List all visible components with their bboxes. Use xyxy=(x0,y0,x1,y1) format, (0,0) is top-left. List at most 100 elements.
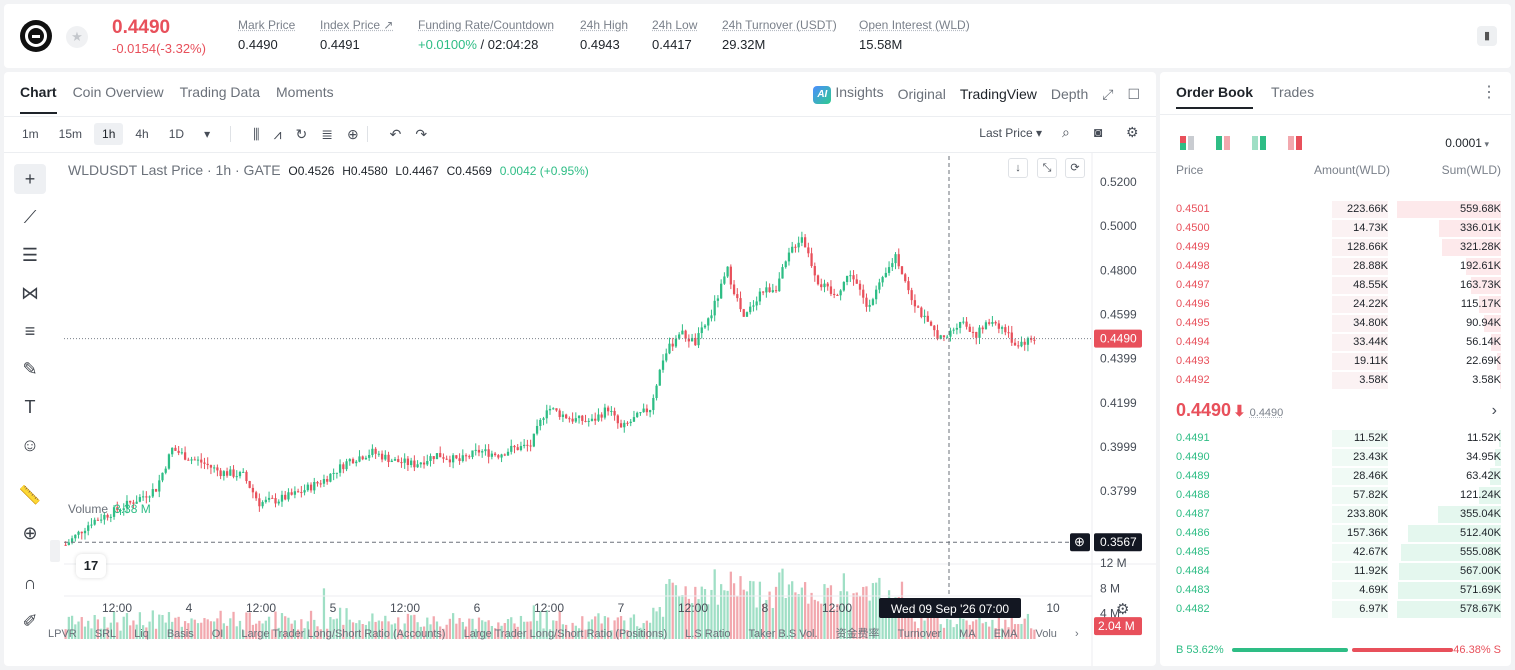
ask-row[interactable]: 0.4495 34.80K 90.94K xyxy=(1176,314,1501,333)
crosshair-tool-icon[interactable]: + xyxy=(14,164,46,194)
emoji-tool-icon[interactable]: ☺ xyxy=(20,435,40,455)
trendline-tool-icon[interactable]: ⟋ xyxy=(23,207,37,227)
refresh-icon[interactable]: ⟳ xyxy=(1065,158,1085,178)
fib-tool-icon[interactable]: ≡ xyxy=(24,321,36,341)
pattern-tool-icon[interactable]: ⋈ xyxy=(21,283,39,303)
zoom-tool-icon[interactable]: ⊕ xyxy=(22,523,38,543)
legend-open: O0.4526 xyxy=(288,164,335,178)
indicator-2[interactable]: Liq xyxy=(134,628,149,640)
bid-row[interactable]: 0.4484 11.92K 567.00K xyxy=(1176,562,1501,581)
text-tool-icon[interactable]: T xyxy=(24,397,36,417)
collapse-toolbar-handle[interactable] xyxy=(50,540,60,562)
indicator-13[interactable]: Volu xyxy=(1035,628,1057,640)
indicator-9[interactable]: 资金费率 xyxy=(835,628,880,640)
ask-row[interactable]: 0.4496 24.22K 115.17K xyxy=(1176,295,1501,314)
indicator-11[interactable]: MA xyxy=(959,628,976,640)
candlestick-chart[interactable]: 0.5200 0.5000 0.4800 0.4599 0.4399 0.4199 0.39… xyxy=(4,72,1156,666)
interval-15m[interactable]: 15m xyxy=(58,127,83,141)
mode-both-icon[interactable] xyxy=(1180,136,1196,150)
ask-row[interactable]: 0.4498 28.88K 192.61K xyxy=(1176,257,1501,276)
bid-row[interactable]: 0.4486 157.36K 512.40K xyxy=(1176,524,1501,543)
book-icon[interactable]: ▮ xyxy=(1477,26,1497,46)
collapse-icon[interactable]: ⤡ xyxy=(1037,158,1057,178)
ruler-tool-icon[interactable]: 📏 xyxy=(18,485,42,505)
undo-icon[interactable]: ↶ xyxy=(389,125,402,142)
lock-draw-tool-icon[interactable]: ✐ xyxy=(22,611,38,631)
scroll-down-icon[interactable]: ↓ xyxy=(1008,158,1028,178)
tab-trades[interactable]: Trades xyxy=(1271,84,1315,100)
indicator-8[interactable]: Taker B.S Vol. xyxy=(748,628,818,640)
bid-row[interactable]: 0.4489 28.46K 63.42K xyxy=(1176,467,1501,486)
ask-row[interactable]: 0.4493 19.11K 22.69K xyxy=(1176,352,1501,371)
horizontal-lines-tool-icon[interactable]: ☰ xyxy=(21,245,39,265)
alert-add-icon[interactable]: ⊕ xyxy=(346,125,359,142)
bid-row[interactable]: 0.4487 233.80K 355.04K xyxy=(1176,505,1501,524)
redo-icon[interactable]: ↷ xyxy=(415,125,428,142)
mode-asks-icon[interactable] xyxy=(1288,136,1304,150)
tab-moments[interactable]: Moments xyxy=(276,84,334,100)
price-type-select[interactable]: Last Price ▾ xyxy=(979,126,1042,140)
bid-row[interactable]: 0.4491 11.52K 11.52K xyxy=(1176,429,1501,448)
expand-icon[interactable]: ⤢ xyxy=(1102,85,1114,102)
candle-type-icon[interactable]: ⫼ xyxy=(253,125,260,142)
insights-button[interactable]: AI Insights xyxy=(813,84,884,104)
indicator-10[interactable]: Turnover xyxy=(897,628,942,640)
axis-settings-icon[interactable]: ⚙ xyxy=(1116,601,1130,618)
bid-row[interactable]: 0.4482 6.97K 578.67K xyxy=(1176,600,1501,619)
candle-body xyxy=(904,274,907,282)
interval-1D[interactable]: 1D xyxy=(168,127,185,141)
settings-gear-icon[interactable]: ⚙ xyxy=(1126,124,1139,140)
ask-row[interactable]: 0.4492 3.58K 3.58K xyxy=(1176,371,1501,390)
brush-tool-icon[interactable]: ✎ xyxy=(22,359,38,379)
bid-row[interactable]: 0.4483 4.69K 571.69K xyxy=(1176,581,1501,600)
view-tradingview[interactable]: TradingView xyxy=(959,86,1037,102)
interval-dropdown-icon[interactable]: ▾ xyxy=(204,127,211,141)
more-menu-icon[interactable]: ⋮ xyxy=(1481,84,1497,101)
bid-row[interactable]: 0.4485 42.67K 555.08K xyxy=(1176,543,1501,562)
interval-1h[interactable]: 1h xyxy=(94,123,124,145)
templates-icon[interactable]: ≣ xyxy=(321,125,333,142)
indicators-icon[interactable]: ⩘ xyxy=(273,125,282,142)
indicator-5[interactable]: Large Trader Long/Short Ratio (Accounts) xyxy=(241,628,446,640)
interval-4h[interactable]: 4h xyxy=(135,127,149,141)
volume-bar xyxy=(642,623,645,639)
ask-row[interactable]: 0.4499 128.66K 321.28K xyxy=(1176,238,1501,257)
bid-row[interactable]: 0.4488 57.82K 121.24K xyxy=(1176,486,1501,505)
indicator-7[interactable]: L.S Ratio xyxy=(685,628,731,640)
volume-bar xyxy=(348,619,351,639)
tab-trading-data[interactable]: Trading Data xyxy=(179,84,261,100)
view-depth[interactable]: Depth xyxy=(1050,86,1089,102)
indicator-6[interactable]: Large Trader Long/Short Ratio (Positions… xyxy=(463,628,668,640)
candle-body xyxy=(875,289,878,300)
crosshair-plus-icon[interactable] xyxy=(1070,533,1090,552)
tab-chart[interactable]: Chart xyxy=(20,84,57,114)
interval-1m[interactable]: 1m xyxy=(22,127,39,141)
tab-order-book[interactable]: Order Book xyxy=(1176,84,1254,109)
camera-icon[interactable]: ◙ xyxy=(1094,124,1103,140)
search-icon[interactable]: ⌕ xyxy=(1062,124,1070,140)
replay-icon[interactable]: ↻ xyxy=(295,125,308,142)
view-original[interactable]: Original xyxy=(897,86,946,102)
indicator-3[interactable]: Basis xyxy=(166,628,194,640)
chevron-right-icon[interactable]: › xyxy=(1074,628,1079,640)
indicator-1[interactable]: SRL xyxy=(94,628,117,640)
favorite-star-icon[interactable]: ★ xyxy=(66,26,88,48)
precision-select[interactable]: 0.0001 xyxy=(1445,136,1489,150)
window-icon[interactable]: ☐ xyxy=(1127,85,1140,102)
indicator-0[interactable]: LPVR xyxy=(48,628,77,640)
volume-bar xyxy=(74,624,77,639)
ask-row[interactable]: 0.4494 33.44K 56.14K xyxy=(1176,333,1501,352)
row-amount: 11.92K xyxy=(1353,565,1388,577)
chevron-right-icon[interactable]: › xyxy=(1491,402,1497,419)
chart-view-switcher: AI Insights Original TradingView Depth ⤢ … xyxy=(799,84,1140,104)
mode-bids-icon[interactable] xyxy=(1252,136,1268,150)
bid-row[interactable]: 0.4490 23.43K 34.95K xyxy=(1176,448,1501,467)
tab-coin-overview[interactable]: Coin Overview xyxy=(72,84,164,100)
magnet-tool-icon[interactable]: ∩ xyxy=(23,573,37,593)
ask-row[interactable]: 0.4501 223.66K 559.68K xyxy=(1176,200,1501,219)
mode-bids-asks-icon[interactable] xyxy=(1216,136,1232,150)
indicator-12[interactable]: EMA xyxy=(993,628,1018,640)
indicator-4[interactable]: OI xyxy=(211,628,224,640)
ask-row[interactable]: 0.4497 48.55K 163.73K xyxy=(1176,276,1501,295)
ask-row[interactable]: 0.4500 14.73K 336.01K xyxy=(1176,219,1501,238)
